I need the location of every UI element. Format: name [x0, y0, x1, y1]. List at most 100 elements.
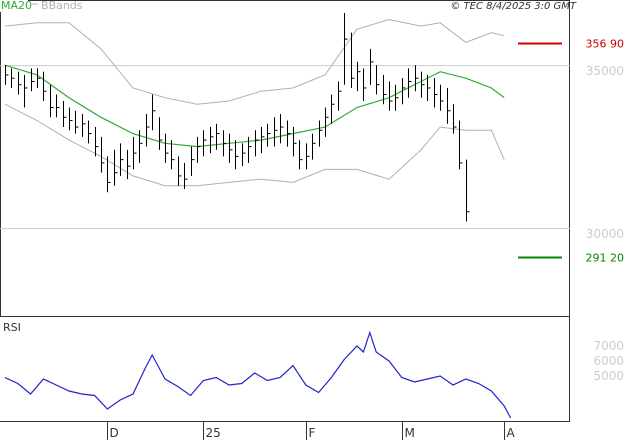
rsi-title: RSI [3, 321, 21, 334]
ohlc-bar [357, 61, 361, 92]
ohlc-bar [319, 120, 323, 147]
rsi-line [4, 330, 512, 419]
ohlc-bars [5, 13, 470, 222]
ohlc-bar [312, 133, 316, 160]
legend-bg-ma [0, 0, 28, 12]
ohlc-bar [363, 68, 367, 101]
x-axis-ticks: D 25 F M A [107, 421, 516, 440]
ohlc-bar [235, 140, 239, 170]
ohlc-bar [75, 110, 79, 134]
ohlc-bar [434, 78, 438, 108]
ohlc-bar [408, 68, 412, 98]
ohlc-bar [37, 68, 41, 88]
ohlc-bar [261, 127, 265, 154]
ohlc-bar [402, 78, 406, 105]
rsi-tick-label: 5000 [593, 369, 624, 383]
ohlc-bar [466, 159, 470, 222]
ohlc-bar [133, 136, 137, 170]
price-gridlines [0, 65, 570, 230]
ohlc-bar [114, 149, 118, 186]
ohlc-bar [120, 143, 124, 176]
ohlc-bar [146, 114, 150, 147]
ohlc-bar [43, 71, 47, 101]
ohlc-bar [299, 140, 303, 170]
ohlc-bar [184, 162, 188, 189]
legend-ma20: MA20 [1, 0, 32, 12]
ma20-polyline [4, 64, 505, 148]
ohlc-bar [159, 117, 163, 150]
ohlc-bar [389, 81, 393, 111]
ohlc-bar [395, 84, 399, 111]
ohlc-bar [331, 94, 335, 124]
ohlc-bar [415, 65, 419, 92]
rsi-tick-label: 6000 [593, 354, 624, 368]
ohlc-bar [255, 130, 259, 157]
ohlc-bar [191, 146, 195, 176]
x-tick-label: 25 [206, 426, 221, 440]
ohlc-bar [223, 130, 227, 157]
ohlc-bar [11, 68, 15, 88]
x-tick-label: D [110, 426, 119, 440]
ohlc-bar [178, 156, 182, 186]
ohlc-bar [82, 114, 86, 137]
ohlc-bar [280, 114, 284, 144]
price-tick-label: 30000 [586, 227, 624, 241]
ohlc-bar [293, 127, 297, 157]
ohlc-bar [101, 136, 105, 173]
ohlc-bar [50, 84, 54, 118]
x-tick-label: A [507, 426, 516, 440]
ohlc-bar [95, 127, 99, 157]
ohlc-bar [306, 143, 310, 170]
bollinger-bands [4, 18, 505, 187]
ohlc-bar [171, 140, 175, 170]
ohlc-bar [459, 120, 463, 170]
ohlc-bar [421, 71, 425, 98]
ohlc-bar [127, 149, 131, 180]
ohlc-bar [325, 107, 329, 137]
ma20-line [4, 64, 505, 148]
ohlc-bar [242, 143, 246, 167]
bb-upper-line [4, 18, 505, 105]
marker-label-low: 291 20 [586, 252, 625, 265]
ohlc-bar [453, 104, 457, 134]
source-label: © TEC 8/4/2025 3:0 GMT [450, 1, 577, 12]
ohlc-bar [370, 48, 374, 85]
price-markers: 356 90 291 20 [518, 38, 624, 265]
ohlc-bar [376, 65, 380, 95]
ohlc-bar [440, 84, 444, 111]
ohlc-bar [18, 71, 22, 95]
legend-bbands: BBands [41, 0, 83, 12]
price-panel-frame [0, 0, 570, 317]
ohlc-bar [152, 94, 156, 131]
ohlc-bar [216, 123, 220, 150]
ohlc-bar [5, 65, 9, 85]
ohlc-bar [88, 120, 92, 144]
ohlc-bar [287, 120, 291, 147]
price-y-ticks: 35000 30000 [586, 64, 624, 241]
ohlc-bar [229, 133, 233, 163]
ohlc-bar [351, 32, 355, 88]
rsi-tick-label: 7000 [593, 339, 624, 353]
ohlc-bar [107, 156, 111, 193]
ohlc-bar [139, 130, 143, 163]
ohlc-bar [267, 123, 271, 147]
bb-lower-line [4, 103, 505, 187]
ohlc-bar [344, 13, 348, 85]
marker-label-high: 356 90 [586, 38, 625, 51]
ohlc-bar [274, 117, 278, 147]
ohlc-bar [24, 74, 28, 108]
price-tick-label: 35000 [586, 64, 624, 78]
ohlc-bar [197, 136, 201, 163]
ohlc-bar [203, 130, 207, 157]
ohlc-bar [210, 127, 214, 154]
ohlc-bar [248, 136, 252, 163]
ohlc-bar [447, 87, 451, 124]
ohlc-bar [69, 107, 73, 131]
ohlc-bar [427, 74, 431, 101]
ohlc-bar [31, 68, 35, 92]
x-tick-label: M [405, 426, 415, 440]
ohlc-bar [383, 74, 387, 105]
x-tick-label: F [309, 426, 316, 440]
